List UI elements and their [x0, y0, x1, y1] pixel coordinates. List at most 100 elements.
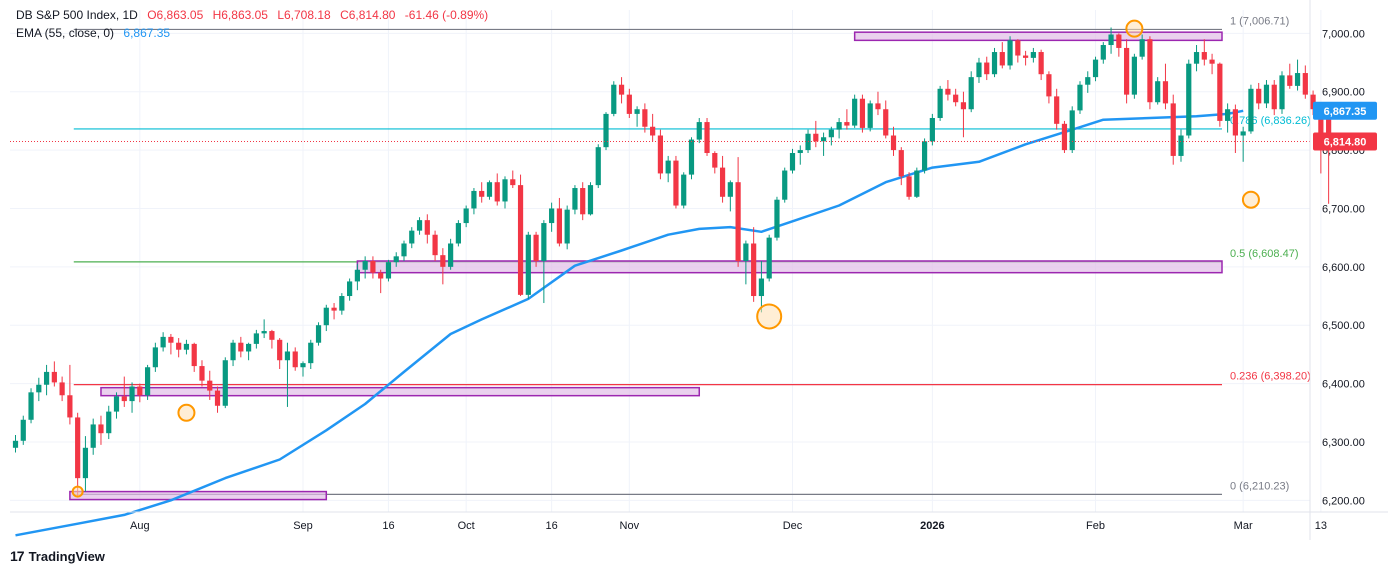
candle-up[interactable] — [393, 256, 399, 263]
candle-up[interactable] — [315, 325, 322, 343]
candle-up[interactable] — [43, 371, 50, 385]
candle-down[interactable] — [168, 336, 174, 343]
candle-down[interactable] — [844, 122, 850, 126]
candle-down[interactable] — [704, 122, 710, 154]
candle-down[interactable] — [199, 366, 205, 381]
candle-up[interactable] — [929, 117, 935, 142]
candle-down[interactable] — [1318, 109, 1324, 151]
support-resistance-zones[interactable] — [69, 31, 1223, 501]
candle-up[interactable] — [852, 98, 858, 126]
price-tag-box[interactable] — [1313, 132, 1377, 151]
candle-up[interactable] — [1100, 45, 1106, 60]
candle-up[interactable] — [1193, 52, 1200, 64]
candle-down[interactable] — [719, 167, 726, 197]
candle-down[interactable] — [51, 371, 57, 383]
highlight-circle-marker[interactable] — [1241, 190, 1260, 209]
candle-up[interactable] — [129, 386, 135, 402]
candle-up[interactable] — [1178, 135, 1184, 156]
candle-down[interactable] — [424, 220, 430, 235]
candle-up[interactable] — [1007, 40, 1013, 66]
candle-down[interactable] — [945, 88, 951, 95]
candle-down[interactable] — [1256, 88, 1262, 104]
candle-up[interactable] — [836, 122, 842, 130]
legend-ema-row[interactable]: EMA (55, close, 0) 6,867.35 — [16, 24, 494, 42]
candle-down[interactable] — [479, 190, 485, 197]
candle-down[interactable] — [953, 94, 959, 103]
candle-down[interactable] — [1015, 40, 1021, 56]
candle-up[interactable] — [1279, 75, 1285, 110]
candle-up[interactable] — [634, 109, 640, 114]
candle-down[interactable] — [1271, 84, 1277, 110]
candle-up[interactable] — [502, 179, 508, 202]
candle-up[interactable] — [300, 363, 306, 368]
candle-down[interactable] — [292, 351, 298, 368]
candle-up[interactable] — [727, 182, 733, 197]
candle-down[interactable] — [510, 179, 516, 186]
candle-up[interactable] — [1263, 84, 1270, 104]
candle-up[interactable] — [1108, 34, 1114, 46]
candle-up[interactable] — [416, 220, 423, 231]
candle-up[interactable] — [401, 243, 407, 257]
candle-down[interactable] — [960, 102, 967, 110]
candle-down[interactable] — [875, 103, 881, 110]
candle-up[interactable] — [1294, 73, 1301, 86]
candle-up[interactable] — [284, 351, 291, 361]
candle-up[interactable] — [183, 343, 190, 350]
candle-up[interactable] — [1155, 81, 1161, 103]
candle-up[interactable] — [743, 243, 749, 261]
candle-up[interactable] — [595, 147, 601, 186]
candle-up[interactable] — [789, 153, 796, 171]
candle-up[interactable] — [572, 188, 578, 210]
candle-up[interactable] — [28, 392, 34, 420]
candle-down[interactable] — [378, 272, 384, 279]
candle-down[interactable] — [191, 343, 197, 367]
candle-down[interactable] — [494, 182, 500, 202]
candle-up[interactable] — [253, 333, 259, 344]
highlight-circle-marker[interactable] — [71, 485, 84, 498]
candle-down[interactable] — [906, 176, 912, 197]
candle-down[interactable] — [1170, 103, 1176, 156]
legend-symbol-row[interactable]: DB S&P 500 Index, 1D O6,863.05 H6,863.05… — [16, 6, 494, 24]
axes[interactable]: 6,200.00 6,300.00 6,400.00 6,500.00 6,600.00… — [10, 0, 1388, 540]
candle-down[interactable] — [890, 135, 897, 151]
candle-up[interactable] — [222, 360, 228, 406]
candle-down[interactable] — [673, 160, 679, 206]
candle-up[interactable] — [90, 424, 96, 448]
candle-up[interactable] — [354, 269, 360, 282]
candle-up[interactable] — [486, 182, 493, 197]
candle-down[interactable] — [1310, 94, 1316, 110]
candle-down[interactable] — [1217, 63, 1223, 121]
price-zone-rectangle[interactable] — [69, 490, 328, 501]
candle-down[interactable] — [1302, 73, 1308, 95]
candle-down[interactable] — [207, 380, 213, 391]
candle-up[interactable] — [1085, 77, 1091, 85]
candle-up[interactable] — [1077, 84, 1083, 111]
candle-up[interactable] — [144, 367, 151, 396]
highlight-circle-marker[interactable] — [177, 403, 196, 422]
candle-up[interactable] — [1069, 110, 1075, 151]
symbol-name[interactable]: DB S&P 500 Index, 1D — [16, 8, 138, 22]
candle-up[interactable] — [347, 281, 353, 297]
candle-down[interactable] — [517, 185, 524, 295]
candle-down[interactable] — [657, 135, 664, 174]
candle-up[interactable] — [1131, 56, 1137, 95]
candle-up[interactable] — [688, 139, 695, 175]
price-zone-rectangle[interactable] — [356, 260, 1223, 274]
candle-up[interactable] — [937, 88, 943, 118]
candle-down[interactable] — [984, 62, 990, 75]
candle-down[interactable] — [1023, 55, 1029, 58]
candle-up[interactable] — [1030, 52, 1036, 58]
candle-down[interactable] — [269, 331, 275, 340]
candle-down[interactable] — [580, 188, 586, 215]
candle-down[interactable] — [650, 126, 656, 136]
candle-up[interactable] — [448, 243, 454, 267]
candle-down[interactable] — [859, 98, 866, 128]
candle-up[interactable] — [665, 160, 671, 174]
candle-up[interactable] — [308, 342, 314, 364]
candle-down[interactable] — [556, 208, 562, 244]
candle-down[interactable] — [331, 307, 337, 311]
candle-up[interactable] — [587, 185, 594, 215]
highlight-circle-marker[interactable] — [756, 303, 783, 330]
